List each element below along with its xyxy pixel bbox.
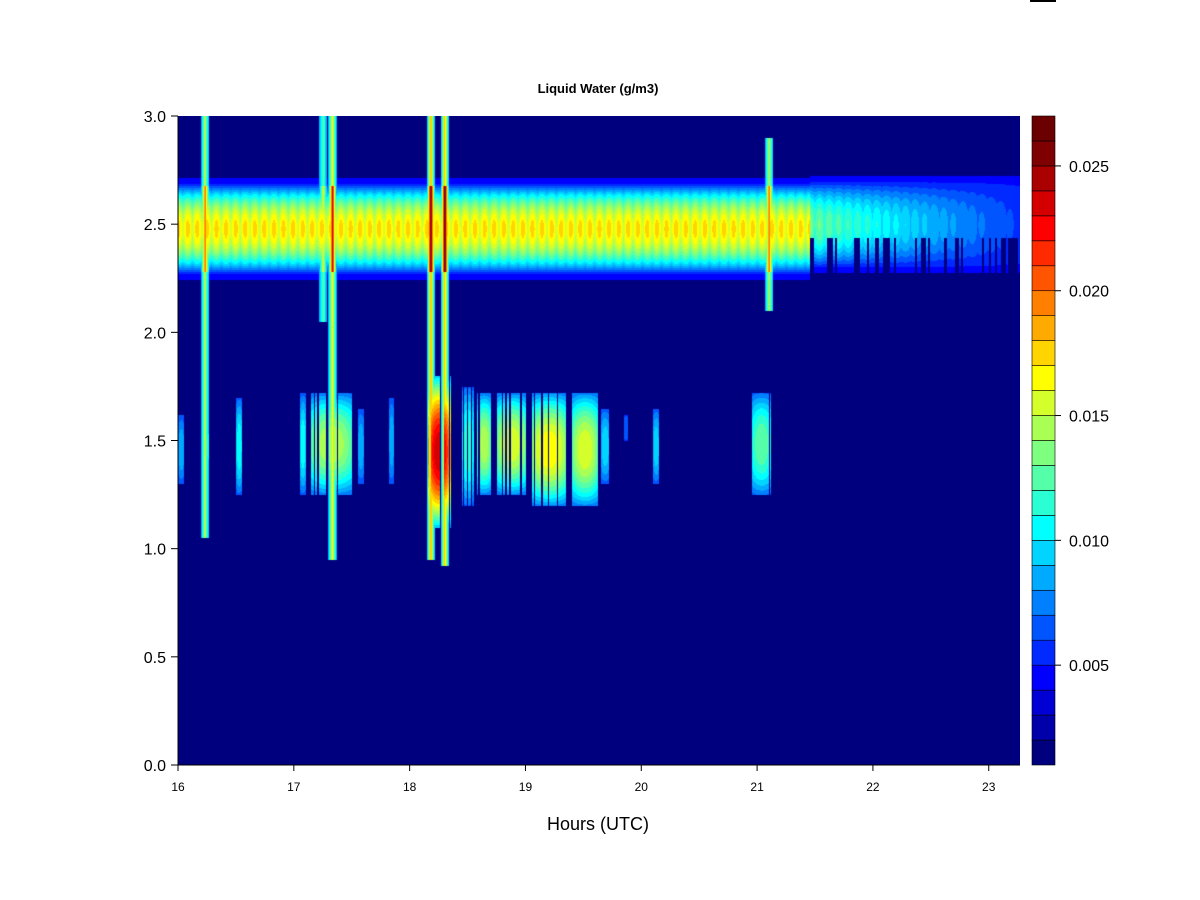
y-tick-label: 2.0 (144, 325, 166, 342)
colorbar-level (1031, 190, 1056, 217)
colorbar-level (1031, 465, 1056, 491)
x-tick-label: 23 (982, 780, 996, 794)
colorbar-level (1031, 365, 1056, 391)
colorbar-level (1031, 265, 1056, 292)
colorbar-level (1031, 565, 1056, 591)
colorbar-level (1031, 515, 1056, 541)
x-tick-label: 16 (171, 780, 185, 794)
colorbar-tick-label: 0.005 (1069, 658, 1109, 675)
plot-area (178, 116, 1020, 765)
colorbar-level (1031, 315, 1056, 341)
y-tick-label: 3.0 (144, 109, 166, 126)
chart-title: Liquid Water (g/m3) (538, 81, 659, 96)
colorbar-level (1031, 739, 1056, 766)
x-tick-label: 21 (750, 780, 764, 794)
colorbar-level (1031, 440, 1056, 466)
y-tick-label: 0.0 (144, 758, 166, 775)
colorbar-level (1031, 290, 1056, 316)
colorbar-tick-label: 0.010 (1069, 533, 1109, 550)
x-tick-label: 17 (287, 780, 301, 794)
colorbar-level (1031, 390, 1056, 416)
colorbar-tick-label: 0.025 (1069, 159, 1109, 176)
colorbar-level (1031, 714, 1056, 741)
x-tick-label: 22 (866, 780, 880, 794)
y-tick-label: 1.5 (144, 434, 166, 451)
colorbar-level (1031, 215, 1056, 242)
colorbar-level (1031, 115, 1056, 142)
colorbar-level (1031, 340, 1056, 366)
colorbar-level (1031, 614, 1056, 641)
colorbar-tick-label: 0.020 (1069, 284, 1109, 301)
y-tick-label: 1.0 (144, 542, 166, 559)
colorbar-level (1031, 540, 1056, 566)
colorbar-level (1031, 589, 1056, 616)
x-tick-label: 18 (403, 780, 417, 794)
y-tick-label: 0.5 (144, 650, 166, 667)
colorbar-level (1031, 240, 1056, 267)
colorbar-level (1031, 639, 1056, 666)
colorbar-level (1031, 490, 1056, 516)
colorbar-level (1031, 415, 1056, 441)
heatmap-canvas (178, 116, 1020, 765)
x-tick-label: 19 (519, 780, 533, 794)
colorbar-level (1031, 140, 1056, 167)
y-tick-label: 2.5 (144, 217, 166, 234)
x-axis-label: Hours (UTC) (547, 814, 649, 834)
colorbar: 0.005 0.010 0.015 0.020 0.025 (1031, 115, 1109, 766)
colorbar-tick-label: 0.015 (1069, 409, 1109, 426)
x-tick-label: 20 (635, 780, 649, 794)
colorbar-level (1031, 165, 1056, 192)
corner-mark (1030, 0, 1056, 2)
axes: 0.0 0.5 1.0 1.5 2.0 2.5 3.0 16 17 18 19 20 21 22 23 (144, 109, 1020, 794)
colorbar-level (1031, 664, 1056, 691)
colorbar-level (1031, 689, 1056, 716)
